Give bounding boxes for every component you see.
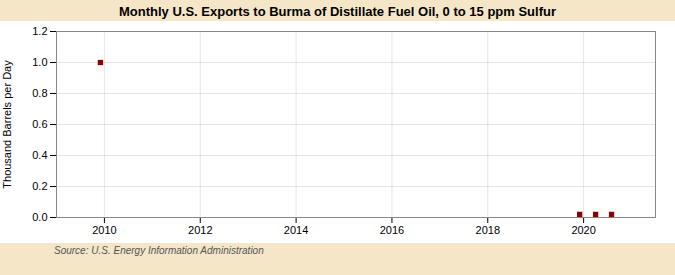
svg-text:0.6: 0.6 <box>32 118 47 130</box>
svg-text:Thousand Barrels per Day: Thousand Barrels per Day <box>1 60 13 189</box>
svg-text:2020: 2020 <box>571 224 595 236</box>
svg-text:0.4: 0.4 <box>32 149 47 161</box>
svg-text:2010: 2010 <box>92 224 116 236</box>
svg-text:2018: 2018 <box>476 224 500 236</box>
svg-text:1.2: 1.2 <box>32 25 47 37</box>
svg-text:1.0: 1.0 <box>32 56 47 68</box>
html-text:Source: U.S. Energy Informatio: Source: U.S. Energy Information Administ… <box>54 245 264 256</box>
svg-text:2014: 2014 <box>284 224 308 236</box>
svg-text:2012: 2012 <box>188 224 212 236</box>
svg-text:0.8: 0.8 <box>32 87 47 99</box>
svg-text:0.2: 0.2 <box>32 180 47 192</box>
html-text:Monthly U.S. Exports to Burma: Monthly U.S. Exports to Burma of Distill… <box>119 4 556 19</box>
svg-text:0.0: 0.0 <box>32 211 47 223</box>
svg-text:2016: 2016 <box>380 224 404 236</box>
